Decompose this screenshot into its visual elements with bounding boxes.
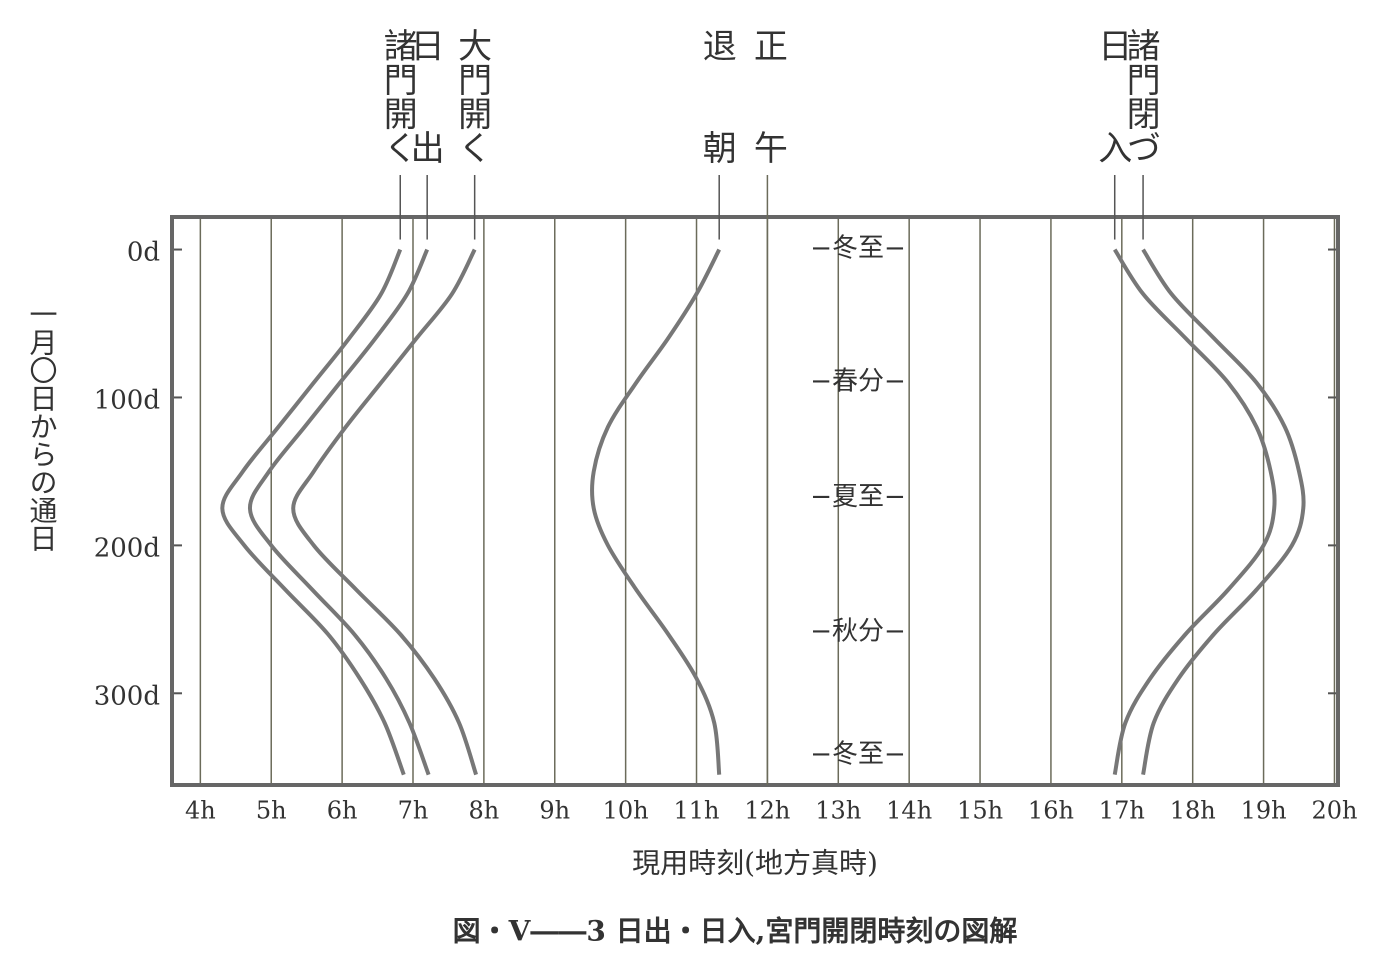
series-label: 日出: [404, 28, 444, 232]
x-tick-label: 8h: [469, 797, 500, 825]
x-tick-label: 11h: [674, 797, 720, 825]
x-tick-label: 6h: [327, 797, 358, 825]
x-tick-label: 18h: [1170, 797, 1216, 825]
series-label: 諸門閉づ: [1120, 28, 1160, 164]
series-label: 日入: [1092, 28, 1132, 232]
series-label: 退朝: [696, 28, 736, 232]
x-tick-label: 20h: [1311, 797, 1357, 825]
x-axis-label: 現用時刻(地方真時): [632, 847, 878, 880]
series-line: [220, 248, 406, 776]
x-tick-label: 4h: [185, 797, 216, 825]
series-label: 大門開く: [452, 28, 492, 164]
x-tick-label: 16h: [1028, 797, 1074, 825]
series-line: [291, 248, 478, 776]
plot-frame: [170, 215, 1340, 787]
x-tick-label: 17h: [1099, 797, 1145, 825]
season-label: −冬至−: [810, 739, 906, 769]
series-label: 諸門開く: [377, 28, 417, 164]
x-tick-label: 14h: [886, 797, 932, 825]
x-tick-label: 13h: [815, 797, 861, 825]
x-tick-label: 19h: [1241, 797, 1287, 825]
y-tick-label: 100d: [94, 385, 160, 415]
series-line: [589, 248, 722, 775]
season-label: −秋分−: [810, 617, 906, 647]
x-tick-label: 7h: [398, 797, 429, 825]
x-tick-label: 15h: [957, 797, 1003, 825]
series-line: [247, 248, 431, 776]
x-tick-label: 5h: [256, 797, 287, 825]
noon-label: 正午: [747, 28, 787, 232]
y-tick-label: 300d: [94, 681, 160, 711]
caption: 図・V――3 日出・日入,宮門開閉時刻の図解: [453, 915, 1018, 948]
season-label: −冬至−: [810, 234, 906, 264]
season-label: −夏至−: [810, 482, 906, 512]
y-axis-label: 一月〇日からの通日: [26, 300, 59, 552]
y-tick-label: 200d: [94, 533, 160, 563]
x-tick-label: 10h: [603, 797, 649, 825]
x-tick-label: 12h: [744, 797, 790, 825]
series-line: [1141, 248, 1306, 776]
y-tick-label: 0d: [127, 238, 160, 268]
series-line: [1112, 248, 1277, 776]
season-label: −春分−: [810, 367, 906, 397]
x-tick-label: 9h: [539, 797, 570, 825]
